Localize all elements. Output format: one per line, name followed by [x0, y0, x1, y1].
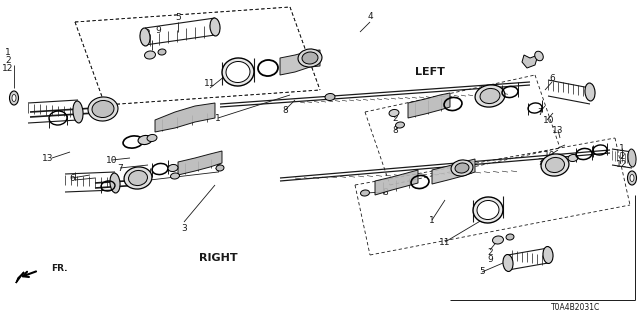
Text: 7: 7 — [537, 108, 543, 116]
Text: 6: 6 — [549, 74, 555, 83]
Ellipse shape — [129, 171, 147, 186]
Text: 2: 2 — [392, 114, 398, 123]
Polygon shape — [16, 272, 24, 283]
Text: 1: 1 — [5, 47, 11, 57]
Polygon shape — [280, 50, 320, 75]
Ellipse shape — [12, 94, 16, 101]
Ellipse shape — [88, 97, 118, 121]
Polygon shape — [155, 103, 215, 132]
Ellipse shape — [360, 190, 369, 196]
Text: 10: 10 — [543, 116, 555, 124]
Text: RIGHT: RIGHT — [198, 253, 237, 263]
Text: 13: 13 — [42, 154, 54, 163]
Polygon shape — [375, 170, 418, 195]
Ellipse shape — [480, 88, 500, 104]
Polygon shape — [408, 93, 450, 118]
Text: 1: 1 — [215, 114, 221, 123]
Text: 9: 9 — [155, 26, 161, 35]
Polygon shape — [432, 159, 475, 184]
Text: 11: 11 — [439, 237, 451, 246]
Ellipse shape — [124, 167, 152, 189]
Text: 8: 8 — [215, 164, 221, 172]
Ellipse shape — [168, 164, 178, 172]
Text: LEFT: LEFT — [415, 67, 445, 77]
Ellipse shape — [170, 173, 179, 179]
Text: 1: 1 — [429, 215, 435, 225]
Text: 2: 2 — [487, 247, 493, 257]
Text: 2: 2 — [619, 151, 625, 161]
Polygon shape — [522, 55, 538, 68]
Ellipse shape — [628, 149, 636, 167]
Ellipse shape — [147, 134, 157, 141]
Ellipse shape — [541, 154, 569, 176]
Ellipse shape — [506, 234, 514, 240]
Text: 7: 7 — [117, 164, 123, 172]
Ellipse shape — [503, 254, 513, 271]
Ellipse shape — [627, 171, 637, 185]
Text: 3: 3 — [181, 223, 187, 233]
Ellipse shape — [396, 122, 404, 128]
Polygon shape — [178, 151, 222, 175]
Ellipse shape — [10, 91, 19, 105]
Ellipse shape — [493, 236, 504, 244]
Text: 9: 9 — [487, 255, 493, 265]
Ellipse shape — [477, 201, 499, 220]
Ellipse shape — [630, 174, 634, 181]
Ellipse shape — [73, 101, 83, 123]
Text: 4: 4 — [367, 12, 373, 20]
Ellipse shape — [325, 93, 335, 100]
Ellipse shape — [451, 160, 473, 176]
Text: 7: 7 — [537, 157, 543, 166]
Ellipse shape — [543, 246, 553, 263]
Text: 6: 6 — [69, 173, 75, 182]
Text: 1: 1 — [619, 143, 625, 153]
Text: 12: 12 — [616, 159, 628, 169]
Text: 2: 2 — [5, 55, 11, 65]
Text: 12: 12 — [3, 63, 13, 73]
Ellipse shape — [389, 109, 399, 116]
Text: 13: 13 — [552, 125, 564, 134]
Ellipse shape — [210, 18, 220, 36]
Text: 11: 11 — [204, 78, 216, 87]
Ellipse shape — [545, 157, 564, 172]
Ellipse shape — [302, 52, 318, 64]
Ellipse shape — [568, 155, 578, 162]
Text: 8: 8 — [392, 125, 398, 134]
Ellipse shape — [535, 51, 543, 61]
Text: 5: 5 — [175, 12, 181, 21]
Ellipse shape — [140, 28, 150, 46]
Ellipse shape — [585, 83, 595, 101]
Ellipse shape — [145, 51, 156, 59]
Text: 2: 2 — [144, 28, 150, 37]
Text: 10: 10 — [106, 156, 118, 164]
Ellipse shape — [473, 197, 503, 223]
Text: 8: 8 — [282, 106, 288, 115]
Text: 8: 8 — [382, 188, 388, 196]
Text: T0A4B2031C: T0A4B2031C — [551, 303, 600, 313]
Ellipse shape — [226, 61, 250, 83]
Ellipse shape — [138, 135, 152, 145]
Text: 10: 10 — [544, 150, 556, 159]
Text: FR.: FR. — [51, 264, 67, 273]
Ellipse shape — [216, 165, 224, 171]
Ellipse shape — [222, 58, 254, 86]
Ellipse shape — [475, 85, 505, 107]
Ellipse shape — [110, 173, 120, 193]
Ellipse shape — [455, 163, 469, 173]
Text: 5: 5 — [479, 268, 485, 276]
Ellipse shape — [158, 49, 166, 55]
Text: 2: 2 — [139, 173, 145, 182]
Ellipse shape — [92, 100, 114, 117]
Ellipse shape — [298, 49, 322, 67]
